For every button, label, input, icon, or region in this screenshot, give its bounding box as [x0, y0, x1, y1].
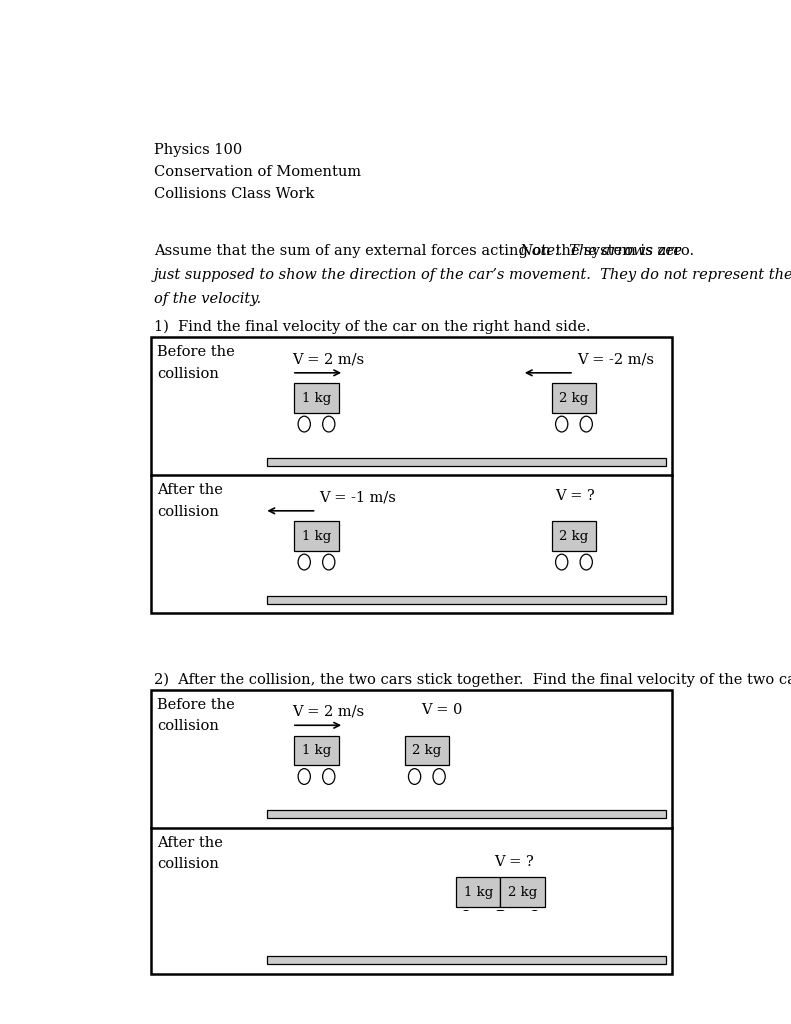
Circle shape [433, 769, 445, 784]
Circle shape [495, 910, 508, 927]
Bar [294, 383, 339, 413]
Text: Note:  The arrows are: Note: The arrows are [519, 245, 682, 258]
Circle shape [528, 910, 541, 927]
Text: V = ?: V = ? [555, 488, 596, 503]
Text: 1 kg: 1 kg [302, 529, 331, 543]
Circle shape [323, 769, 335, 784]
Text: V = 0: V = 0 [421, 703, 462, 718]
Bar [405, 735, 449, 766]
Text: 2 kg: 2 kg [412, 744, 441, 757]
Text: V = -2 m/s: V = -2 m/s [577, 352, 654, 367]
Circle shape [580, 416, 592, 432]
Bar [267, 596, 666, 604]
Circle shape [493, 910, 505, 927]
Text: 1 kg: 1 kg [302, 391, 331, 404]
Text: collision: collision [157, 857, 219, 871]
Text: 2)  After the collision, the two cars stick together.  Find the final velocity o: 2) After the collision, the two cars sti… [154, 673, 791, 687]
Bar [267, 810, 666, 818]
Text: V = ?: V = ? [494, 855, 534, 869]
Text: Before the: Before the [157, 345, 235, 359]
Bar [151, 337, 672, 613]
Circle shape [323, 416, 335, 432]
Bar [151, 690, 672, 974]
Text: V = -1 m/s: V = -1 m/s [320, 490, 396, 505]
Text: After the: After the [157, 483, 223, 498]
Text: just supposed to show the direction of the car’s movement.  They do not represen: just supposed to show the direction of t… [154, 268, 791, 282]
Text: 2 kg: 2 kg [508, 886, 537, 899]
Text: 1 kg: 1 kg [302, 744, 331, 757]
Text: collision: collision [157, 505, 219, 518]
Circle shape [408, 769, 421, 784]
Circle shape [298, 769, 310, 784]
Circle shape [323, 554, 335, 570]
Text: Before the: Before the [157, 697, 235, 712]
Circle shape [298, 554, 310, 570]
Text: 1)  Find the final velocity of the car on the right hand side.: 1) Find the final velocity of the car on… [154, 319, 591, 335]
Bar [456, 878, 501, 907]
Circle shape [555, 416, 568, 432]
Bar [552, 383, 596, 413]
Text: After the: After the [157, 836, 223, 850]
Bar [501, 878, 544, 907]
Bar [267, 458, 666, 466]
Text: V = 2 m/s: V = 2 m/s [292, 705, 364, 719]
Bar [552, 521, 596, 551]
Text: Physics 100: Physics 100 [154, 142, 242, 157]
Circle shape [460, 910, 472, 927]
Circle shape [555, 554, 568, 570]
Text: 1 kg: 1 kg [464, 886, 493, 899]
Text: Collisions Class Work: Collisions Class Work [154, 186, 314, 201]
Text: 2 kg: 2 kg [559, 529, 589, 543]
Circle shape [298, 416, 310, 432]
Text: collision: collision [157, 719, 219, 733]
Text: Assume that the sum of any external forces acting on the system is zero.: Assume that the sum of any external forc… [154, 245, 703, 258]
Bar [267, 956, 666, 965]
Circle shape [580, 554, 592, 570]
Bar [294, 521, 339, 551]
Text: Conservation of Momentum: Conservation of Momentum [154, 165, 361, 178]
Text: 2 kg: 2 kg [559, 391, 589, 404]
Text: of the velocity.: of the velocity. [154, 292, 261, 305]
Text: collision: collision [157, 367, 219, 381]
Text: V = 2 m/s: V = 2 m/s [292, 352, 364, 367]
Bar [294, 735, 339, 766]
